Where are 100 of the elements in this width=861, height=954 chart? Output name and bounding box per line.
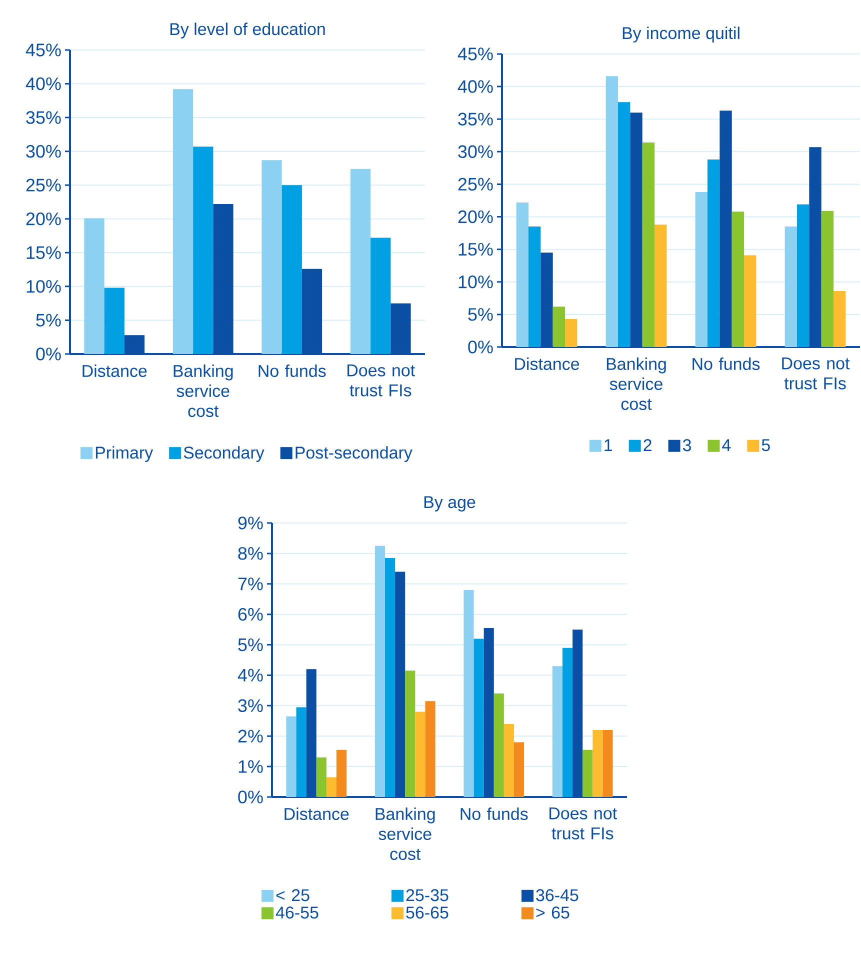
x-tick-label: No funds [460,808,528,820]
bar [732,212,744,347]
y-tick-label: 15% [26,246,61,259]
y-tick-label: 25% [458,178,493,191]
bar [528,226,541,347]
y-tick-label: 10% [458,276,493,288]
y-tick-label: 30% [26,144,61,158]
y-tick-label: 0% [36,348,61,360]
y-tick-label: 45% [26,44,61,56]
chart-title: By age [424,496,476,512]
legend-label: Primary [96,446,154,462]
y-tick-label: 4% [238,668,263,682]
y-tick-label: 40% [458,80,493,93]
bar [286,716,296,797]
bar [514,742,524,797]
legend-label: 36-45 [536,889,578,902]
bar [262,160,282,354]
bar [316,757,326,797]
bar [193,146,214,354]
legend-label: Secondary [184,446,264,462]
bar [618,102,630,347]
legend-label: < 25 [276,889,310,902]
legend-label: 4 [722,439,731,451]
x-tick-label: Banking service cost [606,358,666,410]
bar [562,648,573,797]
bar [592,730,603,797]
y-tick-label: 20% [458,210,493,224]
bar [464,590,474,797]
x-tick-label: Distance [515,358,580,370]
y-tick-label: 0% [238,790,263,804]
y-tick-label: 5% [36,314,61,327]
x-tick-label: Distance [284,808,349,820]
y-tick-label: 40% [26,77,61,90]
bar [707,159,720,347]
y-tick-label: 9% [238,516,263,530]
legend-label: 5 [762,439,770,452]
x-tick-label: Distance [82,364,147,378]
bar [516,202,528,347]
legend-label: 3 [682,439,691,452]
bar [405,670,416,797]
y-tick-label: 6% [238,608,263,621]
y-tick-label: 8% [238,547,263,560]
bar [796,204,810,347]
y-tick-label: 15% [458,243,493,256]
legend-label: 46-55 [276,906,318,919]
bar [565,318,578,347]
bar [552,306,566,347]
y-tick-label: 35% [26,111,61,124]
bar [425,701,436,797]
bar [744,255,756,347]
bar [695,192,708,347]
legend-label: 56-65 [406,906,448,919]
bar [552,666,563,797]
x-tick-label: No funds [258,364,326,378]
y-tick-label: 20% [26,212,61,226]
bar [494,693,504,797]
y-tick-label: 7% [238,578,263,590]
y-tick-label: 0% [468,340,493,354]
bar [350,168,371,354]
bar [172,89,194,354]
legend-label: 25-35 [406,889,448,902]
bar [296,707,306,797]
y-tick-label: 2% [238,730,263,742]
bar [784,226,797,347]
y-tick-label: 35% [458,112,493,126]
bar [654,224,667,347]
legend-label: Post-secondary [296,446,412,462]
y-tick-label: 25% [26,178,61,192]
bar [374,546,386,797]
y-tick-label: 5% [468,308,493,321]
bar [336,750,347,797]
bar [326,777,336,797]
bar [474,638,484,797]
x-tick-label: Banking service cost [174,364,233,418]
bar [504,724,514,797]
legend-label: 2 [644,439,652,452]
y-tick-label: 5% [238,638,263,652]
bar [834,290,846,347]
bar [415,712,426,797]
x-tick-label: Banking service cost [376,808,435,860]
x-tick-label: No funds [692,358,760,370]
y-tick-label: 3% [238,699,263,712]
x-tick-label: Does not trust FIs [550,808,617,840]
chart-title: By level of education [170,22,325,38]
y-tick-label: 10% [26,280,61,293]
legend-label: 1 [604,439,612,451]
bar [84,218,104,354]
chart-title: By income quitil [622,26,740,42]
y-tick-label: 1% [238,760,263,773]
y-tick-label: 30% [458,145,493,158]
bar [385,558,396,797]
bar [606,76,618,347]
bar [582,750,593,797]
legend-label: > 65 [536,906,570,919]
bar [642,142,655,347]
bar [104,288,124,354]
x-tick-label: Does not trust FIs [348,364,415,396]
bar [282,185,302,354]
x-tick-label: Does not trust FIs [782,358,850,390]
bar [370,238,391,354]
